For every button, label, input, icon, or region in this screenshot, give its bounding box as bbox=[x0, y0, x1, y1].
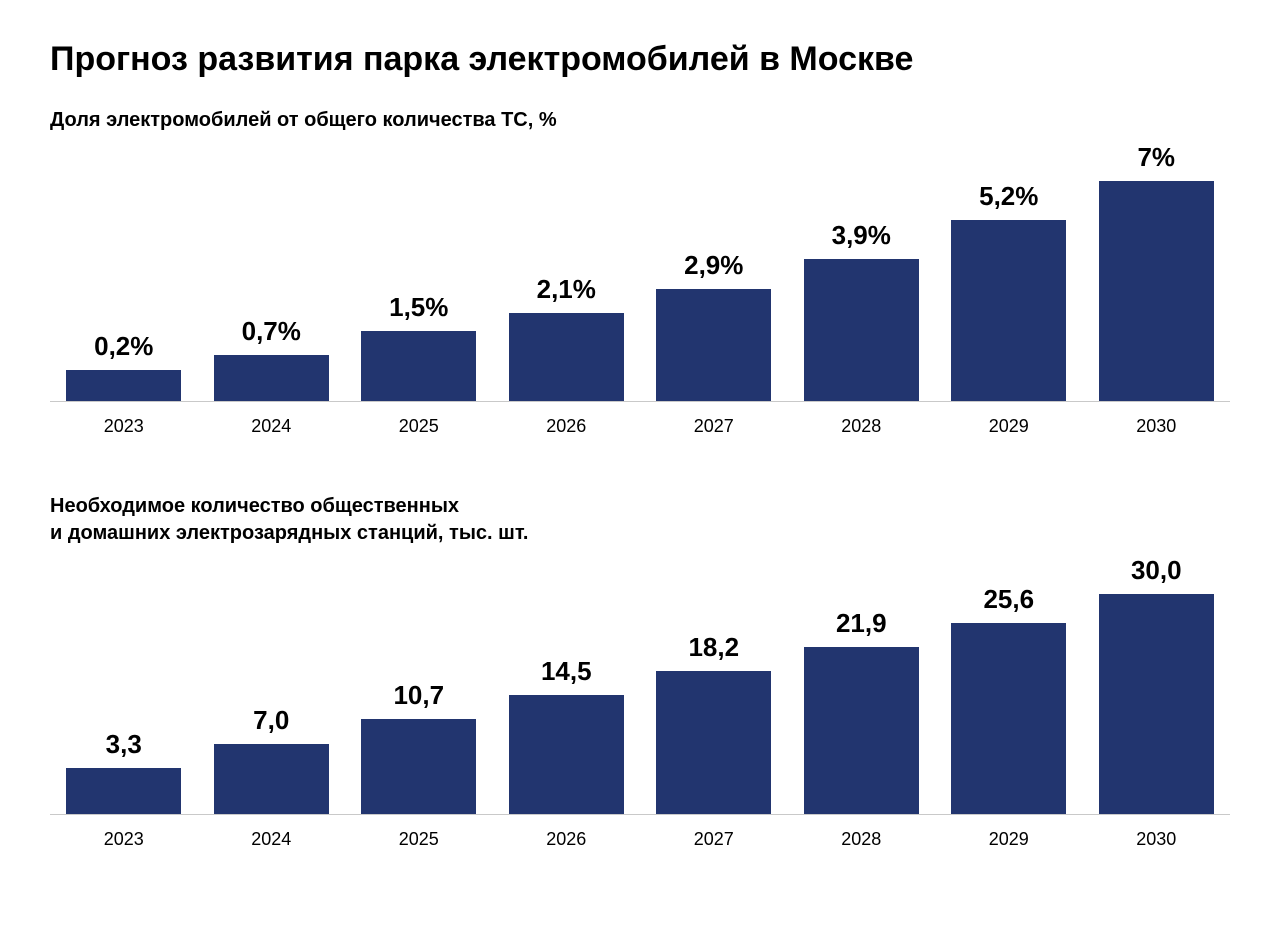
x-tick: 2027 bbox=[640, 829, 788, 850]
chart-1-subtitle: Доля электромобилей от общего количества… bbox=[50, 107, 1230, 134]
bar-value-label: 5,2% bbox=[979, 181, 1038, 212]
bar bbox=[656, 289, 771, 401]
bar-col: 30,0 bbox=[1083, 555, 1231, 814]
bar-col: 3,3 bbox=[50, 555, 198, 814]
x-tick: 2024 bbox=[198, 416, 346, 437]
x-tick: 2025 bbox=[345, 416, 493, 437]
x-tick: 2030 bbox=[1083, 829, 1231, 850]
bar bbox=[804, 647, 919, 814]
bar bbox=[1099, 181, 1214, 401]
bar bbox=[804, 259, 919, 401]
bar bbox=[361, 331, 476, 401]
chart-2-plot: 3,3 7,0 10,7 14,5 18,2 21,9 25,6 30,0 bbox=[50, 555, 1230, 815]
x-tick: 2024 bbox=[198, 829, 346, 850]
bar bbox=[361, 719, 476, 814]
x-tick: 2025 bbox=[345, 829, 493, 850]
x-tick: 2023 bbox=[50, 416, 198, 437]
x-tick: 2030 bbox=[1083, 416, 1231, 437]
bar-value-label: 14,5 bbox=[541, 656, 592, 687]
bar-value-label: 2,9% bbox=[684, 250, 743, 281]
bar-col: 0,2% bbox=[50, 142, 198, 401]
x-tick: 2023 bbox=[50, 829, 198, 850]
chart-1-xaxis: 20232024202520262027202820292030 bbox=[50, 416, 1230, 437]
bar-col: 14,5 bbox=[493, 555, 641, 814]
bar bbox=[951, 623, 1066, 814]
bar-value-label: 1,5% bbox=[389, 292, 448, 323]
x-tick: 2028 bbox=[788, 416, 936, 437]
chart-2-subtitle: Необходимое количество общественных и до… bbox=[50, 493, 1230, 547]
page-title: Прогноз развития парка электромобилей в … bbox=[50, 40, 1230, 79]
bar bbox=[214, 355, 329, 401]
bar bbox=[1099, 594, 1214, 814]
bar-col: 0,7% bbox=[198, 142, 346, 401]
bar-value-label: 10,7 bbox=[393, 680, 444, 711]
bar-value-label: 7,0 bbox=[253, 705, 289, 736]
bar-value-label: 0,7% bbox=[242, 316, 301, 347]
chart-2: Необходимое количество общественных и до… bbox=[50, 493, 1230, 850]
x-tick: 2029 bbox=[935, 829, 1083, 850]
x-tick: 2026 bbox=[493, 829, 641, 850]
bar-value-label: 0,2% bbox=[94, 331, 153, 362]
bar-col: 25,6 bbox=[935, 555, 1083, 814]
bar bbox=[509, 695, 624, 814]
bar-col: 10,7 bbox=[345, 555, 493, 814]
bar-col: 2,9% bbox=[640, 142, 788, 401]
bar-value-label: 25,6 bbox=[983, 584, 1034, 615]
bar-value-label: 3,9% bbox=[832, 220, 891, 251]
bar-value-label: 2,1% bbox=[537, 274, 596, 305]
bar bbox=[66, 370, 181, 401]
bar bbox=[509, 313, 624, 401]
bar-col: 21,9 bbox=[788, 555, 936, 814]
chart-1-plot: 0,2% 0,7% 1,5% 2,1% 2,9% 3,9% 5,2% 7% bbox=[50, 142, 1230, 402]
bar-col: 1,5% bbox=[345, 142, 493, 401]
bar-col: 5,2% bbox=[935, 142, 1083, 401]
bar-col: 2,1% bbox=[493, 142, 641, 401]
bar-col: 18,2 bbox=[640, 555, 788, 814]
bar bbox=[951, 220, 1066, 401]
bar-value-label: 3,3 bbox=[106, 729, 142, 760]
bar bbox=[214, 744, 329, 815]
bar-col: 3,9% bbox=[788, 142, 936, 401]
bar-value-label: 30,0 bbox=[1131, 555, 1182, 586]
bar bbox=[656, 671, 771, 814]
x-tick: 2029 bbox=[935, 416, 1083, 437]
bar-value-label: 21,9 bbox=[836, 608, 887, 639]
bar bbox=[66, 768, 181, 814]
bar-col: 7% bbox=[1083, 142, 1231, 401]
x-tick: 2027 bbox=[640, 416, 788, 437]
x-tick: 2026 bbox=[493, 416, 641, 437]
bar-value-label: 7% bbox=[1137, 142, 1175, 173]
chart-1: Доля электромобилей от общего количества… bbox=[50, 107, 1230, 437]
chart-2-xaxis: 20232024202520262027202820292030 bbox=[50, 829, 1230, 850]
x-tick: 2028 bbox=[788, 829, 936, 850]
bar-col: 7,0 bbox=[198, 555, 346, 814]
bar-value-label: 18,2 bbox=[688, 632, 739, 663]
